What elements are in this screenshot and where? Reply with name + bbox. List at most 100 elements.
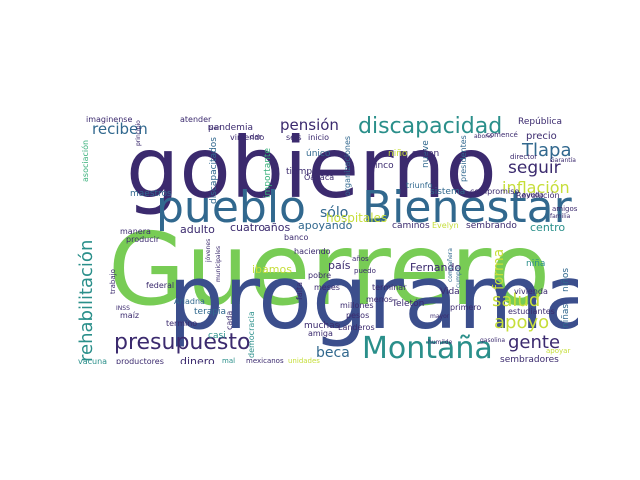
word-sembrando: sembrando [466, 221, 517, 231]
word-vivienda: vivienda [514, 287, 548, 296]
word-inss: INSS [116, 305, 130, 312]
word-falta: falta [295, 282, 304, 300]
word-guerrero: Guerrero [108, 211, 551, 328]
word-presidentes: presidentes [459, 135, 468, 182]
word-republica: República [518, 117, 562, 127]
word-terminar: terminar [372, 283, 407, 292]
word-triunfo: triunfo [406, 181, 433, 190]
word-productores: productores [116, 357, 164, 365]
word-maiz: maíz [120, 311, 140, 320]
word-pesos: pesos [346, 311, 370, 320]
word-termino: termino [166, 319, 198, 328]
word-anos-1: años [264, 221, 291, 234]
word-discapacidad: discapacidad [358, 114, 503, 139]
word-beca: beca [316, 345, 350, 361]
word-democracia: democracia [247, 311, 256, 358]
word-bienestar: Bienestar [362, 182, 572, 233]
word-pension: pensión [280, 116, 339, 134]
word-familia: familia [550, 213, 571, 220]
word-presupuesto: presupuesto [114, 330, 251, 355]
word-reciben: reciben [92, 120, 148, 138]
word-producir: producir [126, 235, 160, 244]
word-meses: meses [314, 283, 340, 292]
word-humilde: humilde [428, 339, 453, 346]
word-revolucion: Revolución [516, 191, 560, 200]
word-sistema: sistema [430, 187, 466, 197]
word-amigos: amigos [552, 205, 578, 213]
word-cuatro: cuatro [230, 221, 266, 234]
word-menos: menos [366, 295, 393, 304]
word-atender: atender [180, 115, 212, 124]
word-adulto: adulto [180, 223, 215, 236]
word-vacuna: vacuna [78, 357, 108, 365]
word-landeros: Landeros [338, 323, 375, 332]
word-manera: manera [120, 227, 151, 236]
word-primero: primero [450, 303, 482, 312]
word-ninos: niños [561, 267, 571, 292]
word-oaxaca: Oaxaca [304, 173, 335, 182]
word-banco: banco [284, 233, 309, 242]
word-montana: Montaña [362, 331, 493, 364]
word-mal: mal [222, 357, 236, 365]
word-gente: gente [508, 332, 561, 353]
word-rehabilitacion: rehabilitación [76, 239, 97, 362]
word-muchas: muchas [304, 321, 340, 331]
word-imaginense: imaginense [86, 115, 133, 124]
word-compromiso: compromiso [470, 187, 520, 196]
word-seis: seis [286, 133, 302, 142]
word-ariadna: Ariadna [174, 297, 205, 306]
word-solo: sólo [320, 205, 349, 221]
word-terapia: terapia [194, 307, 227, 317]
word-dar: dar [250, 133, 262, 141]
word-federal: federal [146, 281, 175, 290]
word-nino: niño [388, 149, 408, 159]
word-jovenes: jóvenes [205, 238, 212, 262]
word-trabajo: trabajo [109, 269, 117, 294]
word-nina: niña [526, 259, 546, 269]
word-centro: centro [530, 221, 566, 234]
word-casi: casi [208, 331, 226, 341]
word-apoyando: apoyando [298, 219, 353, 232]
word-anos-2: años [352, 255, 369, 263]
word-discapacitados: discapacitados [209, 137, 219, 204]
word-inicio: inicio [308, 133, 330, 142]
word-estudiantes: estudiantes [508, 307, 555, 316]
word-mexicanos: mexicanos [246, 357, 284, 365]
word-principio: principio [135, 120, 142, 146]
word-teleton: Teletón [392, 299, 425, 309]
word-mayor: mayor [430, 313, 450, 320]
word-gasolina: gasolina [480, 337, 506, 344]
word-companera: compañera [447, 248, 454, 282]
word-hospitales: hospitales [326, 211, 388, 225]
word-seguir: seguir [508, 158, 561, 178]
word-tiempo: tiempo [286, 167, 318, 177]
word-forma: forma [491, 248, 507, 290]
word-pandemia: pandemia [208, 123, 253, 133]
word-cada: cada [225, 310, 234, 330]
word-gobierno: gobierno [126, 119, 497, 217]
word-apoyo: apoyo [494, 312, 550, 333]
word-puedo: puedo [354, 267, 376, 275]
word-bien: bien [208, 125, 221, 132]
word-dinero: dinero [180, 355, 215, 364]
word-comence: comencé [486, 131, 518, 139]
word-inflacion: inflación [502, 178, 570, 197]
word-ayuda: ayuda [522, 191, 544, 199]
word-vida: Vida [440, 287, 460, 297]
word-maestros: maestros [130, 189, 172, 199]
word-cinco: cinco [370, 161, 394, 171]
word-cloud: Guerrero gobierno programa pueblo Bienes… [76, 112, 578, 364]
word-pobre: pobre [308, 271, 332, 280]
word-unico: único [306, 149, 331, 159]
word-unidades: unidades [288, 357, 320, 365]
word-garantia: Garantía [550, 157, 576, 164]
word-importante: importante [263, 147, 273, 198]
word-millones: millones [340, 301, 374, 310]
word-precio: precio [526, 131, 557, 142]
word-amiga: amiga [308, 329, 333, 338]
word-organizaciones: organizaciones [343, 135, 352, 196]
word-director: director [510, 153, 538, 161]
word-pais: país [328, 259, 351, 272]
word-ninas: niñas [561, 303, 571, 328]
word-evelyn: Evelyn [432, 221, 459, 230]
